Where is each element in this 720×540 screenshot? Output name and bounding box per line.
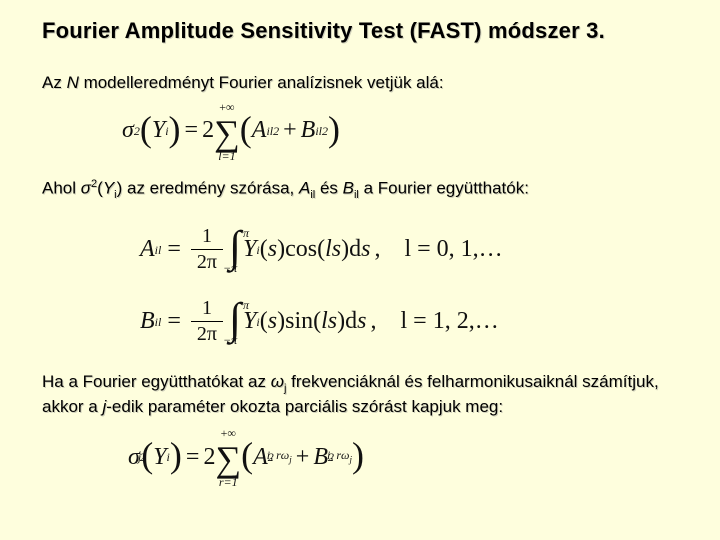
integral: π ∫ −π xyxy=(229,232,241,268)
int-upper: π xyxy=(243,298,249,313)
denominator: 2π xyxy=(191,250,223,274)
rparen: ) xyxy=(170,434,182,476)
A: A xyxy=(252,117,267,144)
equation-partial-variance: σ2j(Yi) = 2 +∞ ∑ r=1 ( A2i, rωj + B2i, r… xyxy=(128,427,678,487)
subB: i, rωj xyxy=(327,455,352,459)
para-1: Az N modelleredményt Fourier analízisnek… xyxy=(42,72,678,95)
Y: Y xyxy=(153,444,166,471)
rpar: ) xyxy=(277,308,285,335)
B: B xyxy=(343,179,354,198)
rparen2: ) xyxy=(352,434,364,476)
lparen: ( xyxy=(140,108,152,150)
two: 2 xyxy=(203,444,215,471)
s: s xyxy=(268,308,277,335)
sigma-icon: ∑ xyxy=(214,112,240,154)
text: -edik paraméter okozta parciális szórást… xyxy=(106,397,503,416)
equals: = xyxy=(167,236,181,263)
plus: + xyxy=(283,117,297,144)
equals: = xyxy=(185,117,199,144)
equals: = xyxy=(186,444,200,471)
sum: +∞ ∑ r=1 xyxy=(215,436,241,478)
lpar2: ( xyxy=(317,236,325,263)
fraction: 1 2π xyxy=(191,297,223,346)
sigma: σ xyxy=(122,117,134,144)
text: Az xyxy=(42,73,67,92)
fraction: 1 2π xyxy=(191,225,223,274)
B: B xyxy=(313,444,328,471)
lparen2: ( xyxy=(240,108,252,150)
sub-j: j xyxy=(289,454,292,464)
int-upper: π xyxy=(243,226,249,241)
numerator: 1 xyxy=(191,297,223,322)
s2: s xyxy=(357,308,366,335)
A: A xyxy=(299,179,310,198)
text: az eredmény szórása, xyxy=(122,179,299,198)
rparen2: ) xyxy=(328,108,340,150)
sigma-icon: ∑ xyxy=(215,438,241,480)
text: modelleredményt Fourier analízisnek vetj… xyxy=(79,73,444,92)
lpar: ( xyxy=(260,236,268,263)
sin: sin xyxy=(285,308,313,335)
subA: i, rωj xyxy=(267,455,292,459)
equation-variance: σ2(Yi) = 2 +∞ ∑ l=1 ( Ail2 + Bil2 ) xyxy=(122,103,678,159)
sum: +∞ ∑ l=1 xyxy=(214,110,240,152)
int-lower: −π xyxy=(223,261,237,276)
numerator: 1 xyxy=(191,225,223,250)
rparen: ) xyxy=(169,108,181,150)
lparen: ( xyxy=(141,434,153,476)
Y: Y xyxy=(152,117,165,144)
rpar: ) xyxy=(277,236,285,263)
sigma: σ xyxy=(81,179,91,198)
integral: π ∫ −π xyxy=(229,304,241,340)
B: B xyxy=(301,117,316,144)
sub-text: i, rω xyxy=(267,448,289,462)
rpar2: ) xyxy=(341,236,349,263)
s: s xyxy=(268,236,277,263)
var-N: N xyxy=(67,73,79,92)
Y: Y xyxy=(103,179,114,198)
slide: Fourier Amplitude Sensitivity Test (FAST… xyxy=(0,0,720,540)
B: B xyxy=(140,308,155,335)
sub-text: i, rω xyxy=(327,448,349,462)
two: 2 xyxy=(202,117,214,144)
omega: ω xyxy=(271,372,284,391)
tail: , l = 0, 1, xyxy=(374,236,478,263)
plus: + xyxy=(296,444,310,471)
slide-title: Fourier Amplitude Sensitivity Test (FAST… xyxy=(42,18,678,44)
A: A xyxy=(140,236,155,263)
cos: cos xyxy=(285,236,317,263)
d: d xyxy=(349,236,361,263)
denominator: 2π xyxy=(191,322,223,346)
equation-B: Bil = 1 2π π ∫ −π Yi(s)sin(ls)d s , l = … xyxy=(140,289,678,355)
equals: = xyxy=(167,308,181,335)
lpar: ( xyxy=(260,308,268,335)
ls: ls xyxy=(325,236,341,263)
ellipsis: … xyxy=(479,236,503,263)
s2: s xyxy=(361,236,370,263)
ellipsis: … xyxy=(475,308,499,335)
lparen2: ( xyxy=(241,434,253,476)
A: A xyxy=(253,444,268,471)
d: d xyxy=(345,308,357,335)
lpar2: ( xyxy=(313,308,321,335)
tail: , l = 1, 2, xyxy=(370,308,474,335)
es: és xyxy=(315,179,342,198)
int-lower: −π xyxy=(223,333,237,348)
rpar2: ) xyxy=(337,308,345,335)
para-2: Ahol σ2(Yi) az eredmény szórása, Ail és … xyxy=(42,177,678,203)
equation-A: Ail = 1 2π π ∫ −π Yi(s)cos(ls)d s , l = … xyxy=(140,217,678,283)
para-3: Ha a Fourier együtthatókat az ωj frekven… xyxy=(42,371,678,419)
ls: ls xyxy=(321,308,337,335)
text: Ha a Fourier együtthatókat az xyxy=(42,372,271,391)
text: Ahol xyxy=(42,179,81,198)
text: a Fourier együtthatók: xyxy=(359,179,529,198)
sum-lower: r=1 xyxy=(219,475,238,490)
sum-lower: l=1 xyxy=(218,149,235,164)
